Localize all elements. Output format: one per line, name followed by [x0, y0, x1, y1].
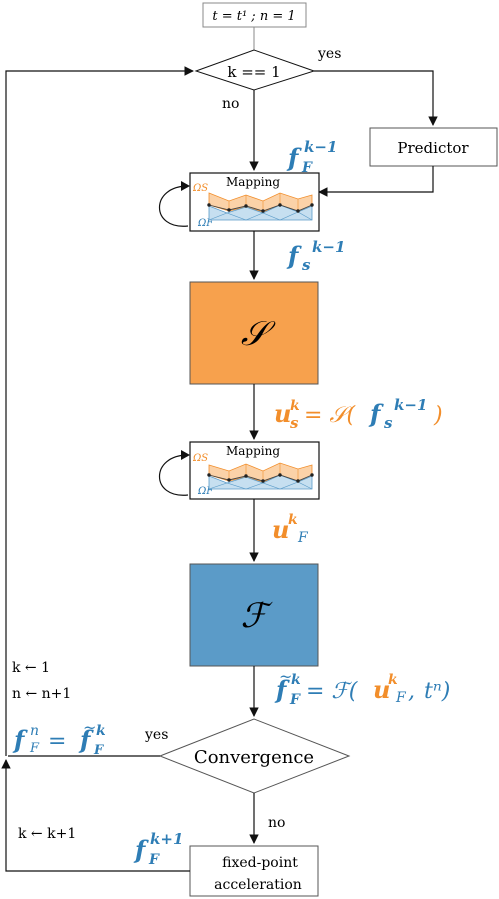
incr-k-text: k ← k+1 [18, 826, 76, 842]
label-converged-equation: f n F = f ~ F k [12, 718, 106, 758]
svg-text:s: s [290, 414, 299, 432]
svg-text:=: = [48, 729, 66, 754]
svg-text:f: f [286, 241, 302, 270]
mapping-2-omega-s: ΩS [192, 453, 208, 464]
svg-text:tⁿ): tⁿ) [424, 679, 450, 704]
init-box: t = t¹ ; n = 1 [202, 2, 307, 28]
decision-k-text: k == 1 [227, 63, 280, 81]
svg-text:n: n [30, 723, 39, 739]
fixed-point-line1: fixed-point [222, 855, 298, 871]
svg-text:k−1: k−1 [304, 138, 337, 156]
decision-k-yes: yes [317, 46, 341, 62]
svg-text:f: f [133, 835, 149, 864]
mapping-1-loop-icon [159, 185, 189, 227]
svg-text:k: k [291, 672, 301, 688]
svg-text:F: F [395, 690, 407, 706]
svg-text:u: u [274, 399, 291, 428]
mapping-1-omega-f: ΩF [197, 218, 214, 229]
solid-solver-box: 𝒮 [189, 281, 319, 385]
svg-text:k−1: k−1 [312, 238, 345, 256]
svg-text:f: f [274, 675, 290, 704]
predictor-box: Predictor [369, 127, 498, 167]
mapping-2-title: Mapping [226, 444, 280, 458]
init-text: t = t¹ ; n = 1 [212, 9, 295, 24]
mapping-2-loop-icon [159, 454, 189, 496]
svg-text:): ) [433, 403, 443, 428]
decision-k-no: no [222, 96, 239, 112]
svg-text:F: F [29, 741, 40, 756]
convergence-no: no [268, 815, 285, 831]
svg-text:k+1: k+1 [150, 830, 183, 848]
svg-text:u: u [373, 675, 390, 704]
svg-text:f: f [12, 725, 28, 754]
svg-text:F: F [301, 160, 313, 176]
label-ftilde-equation: f ~ F k = ℱ( u k F , tⁿ) [274, 667, 450, 708]
svg-text:s: s [302, 256, 311, 274]
svg-text:= 𝒮(: = 𝒮( [304, 403, 355, 428]
label-us-equation: u s k = 𝒮( f s k−1 ) [274, 396, 443, 432]
svg-text:F: F [289, 692, 301, 708]
mapping-box-2: Mapping ΩS ΩF [189, 441, 320, 500]
convergence-yes: yes [144, 727, 168, 743]
svg-text:s: s [384, 414, 393, 432]
convergence-label: Convergence [194, 747, 314, 768]
svg-text:F: F [297, 530, 309, 546]
fluid-solver-box: ℱ [189, 563, 319, 667]
svg-text:F: F [93, 743, 104, 758]
fixed-point-box: fixed-point acceleration [189, 845, 319, 897]
label-fF-km1: f F k−1 [286, 138, 337, 176]
svg-text:= ℱ(: = ℱ( [306, 679, 358, 704]
reset-k-text: k ← 1 [12, 660, 50, 676]
mapping-box-1: Mapping ΩS ΩF [189, 172, 320, 232]
mapping-2-omega-f: ΩF [197, 486, 214, 497]
incr-n-text: n ← n+1 [12, 686, 71, 702]
convergence-diamond: Convergence [158, 718, 351, 794]
mapping-1-omega-s: ΩS [192, 183, 208, 194]
svg-text:k: k [96, 723, 106, 739]
svg-text:,: , [408, 679, 415, 704]
label-fs-km1: f s k−1 [286, 238, 345, 274]
predictor-label: Predictor [397, 139, 469, 157]
svg-text:~: ~ [83, 718, 96, 737]
label-ukF: u k F [272, 512, 309, 546]
fixed-point-line2: acceleration [214, 877, 302, 893]
svg-text:f: f [286, 143, 302, 172]
svg-text:f: f [78, 725, 94, 754]
svg-text:~: ~ [279, 667, 292, 686]
svg-text:u: u [272, 515, 289, 544]
decision-k-diamond: k == 1 [194, 49, 316, 91]
svg-text:k: k [288, 512, 298, 528]
svg-text:k: k [290, 398, 300, 414]
mapping-1-title: Mapping [226, 175, 280, 189]
svg-text:f: f [368, 399, 384, 428]
label-fF-kp1: f F k+1 [133, 830, 183, 868]
svg-text:k−1: k−1 [394, 396, 427, 414]
svg-text:k: k [388, 672, 398, 688]
svg-text:F: F [148, 852, 160, 868]
